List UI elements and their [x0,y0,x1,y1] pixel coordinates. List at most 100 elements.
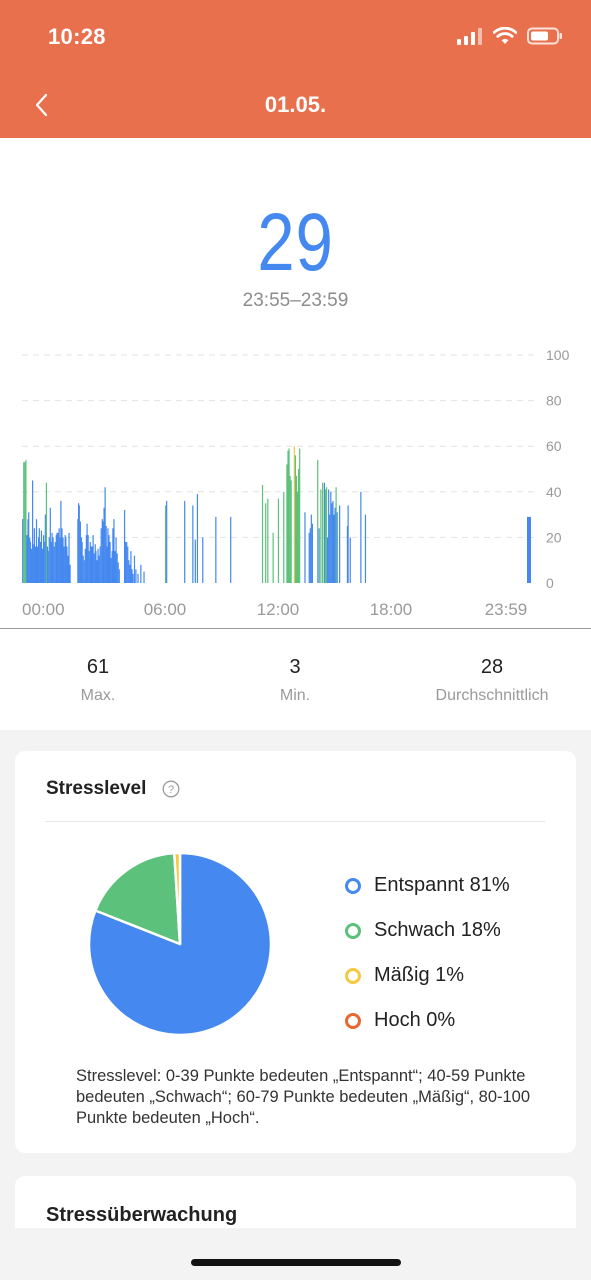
bar-relaxed [64,535,66,583]
y-tick-label: 100 [546,347,570,363]
stat-average-label: Durchschnittlich [435,687,549,704]
bar-relaxed [140,564,142,583]
bar-relaxed [117,562,119,583]
bar-relaxed [106,546,108,583]
legend-item-moderate: Mäßig 1% [345,953,510,998]
cellular-signal-icon [457,28,482,45]
bar-relaxed [349,537,351,583]
bar-relaxed [129,564,131,583]
y-tick-label: 40 [546,484,562,500]
svg-text:?: ? [168,784,174,796]
bar-weak [298,469,300,583]
bar-weak [296,491,299,583]
bar-relaxed [98,555,100,583]
bar-relaxed [32,480,34,583]
bar-relaxed [304,512,306,583]
stress-level-explanation: Stresslevel: 0-39 Punkte bedeuten „Entsp… [76,1067,531,1127]
home-indicator [191,1259,401,1266]
legend-item-high: Hoch 0% [345,998,510,1043]
bar-relaxed [323,482,326,583]
bar-relaxed [50,541,52,583]
bar-relaxed [166,500,168,583]
battery-icon [527,27,562,45]
bar-weak [286,464,288,583]
bar-relaxed [215,516,217,583]
legend-dot-high [345,1012,361,1029]
bar-relaxed [96,560,98,583]
bar-weak [288,448,290,583]
status-icons [457,27,563,45]
bar-relaxed [202,537,204,583]
pie-slice-mäßig [173,851,182,946]
bar-relaxed [330,491,332,583]
help-icon[interactable]: ? [162,780,180,798]
bar-relaxed [88,551,90,583]
bar-weak [299,448,301,583]
legend-item-relaxed: Entspannt 81% [345,863,510,908]
bar-relaxed [116,553,118,583]
bar-relaxed [311,523,314,583]
top-bar: 10:28 01.05. [0,0,591,138]
bar-relaxed [22,519,24,583]
bar-relaxed [80,537,83,583]
bar-relaxed [89,541,91,583]
bar-relaxed [29,541,32,583]
current-stress-value: 29 [257,197,334,288]
bar-relaxed [92,535,94,583]
stress-bar-chart[interactable]: 0 20 40 60 80 100 00:00 06:00 12:00 18:00 23:59 [0,343,591,625]
selected-bar[interactable] [527,516,531,583]
bar-relaxed [118,569,120,583]
bar-relaxed [42,535,45,583]
bar-relaxed [336,512,338,583]
bar-relaxed [113,519,115,583]
bar-relaxed [39,541,41,583]
bar-relaxed [310,514,312,583]
y-tick-label: 80 [546,393,562,409]
bar-relaxed [81,541,83,583]
bar-relaxed [77,503,80,583]
bar-weak [324,489,327,583]
legend-label-relaxed: Entspannt 81% [374,874,510,896]
bar-weak [24,462,26,583]
bar-relaxed [110,557,112,583]
bar-relaxed [127,546,129,583]
bar-relaxed [143,571,145,583]
bar-relaxed [51,532,53,583]
bar-relaxed [104,487,106,583]
bar-relaxed [97,548,99,583]
bar-weak [325,487,328,583]
legend-dot-moderate [345,967,361,984]
bar-relaxed [107,528,109,583]
bar-relaxed [79,521,81,583]
bar-weak [294,455,297,583]
bar-relaxed [41,548,44,583]
bar-relaxed [36,546,39,583]
chevron-left-icon [35,93,48,117]
bar-weak [272,532,274,583]
bar-relaxed [54,541,56,583]
bar-relaxed [38,537,40,583]
bar-relaxed [309,528,311,583]
bar-relaxed [30,548,33,583]
back-button[interactable] [24,88,58,122]
bar-relaxed [196,494,199,583]
bar-relaxed [125,541,127,583]
bar-relaxed [91,546,93,583]
y-tick-label: 20 [546,529,562,545]
legend-label-moderate: Mäßig 1% [374,964,465,986]
bar-weak [317,459,319,583]
bar-relaxed [66,546,68,583]
bar-relaxed [44,514,46,583]
bar-relaxed [65,537,67,583]
bar-relaxed [328,489,330,583]
bar-relaxed [339,505,341,583]
bar-relaxed [84,548,86,583]
bar-relaxed [58,528,60,583]
bar-relaxed [86,523,88,583]
bar-relaxed [184,500,186,583]
bar-relaxed [40,530,43,583]
stress-monitoring-card[interactable]: Stressüberwachung [15,1176,576,1236]
bar-weak [277,498,280,583]
bar-relaxed [52,537,54,583]
bar-relaxed [53,546,55,583]
